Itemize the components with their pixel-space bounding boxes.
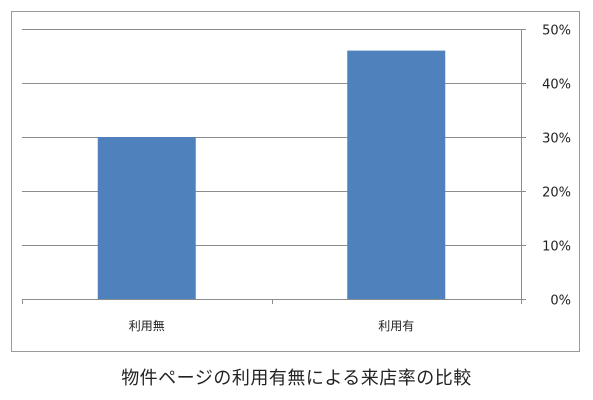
y-tick-label: 10% (542, 240, 571, 255)
y-tick-labels: 0% 10% 20% 30% 40% 50% (542, 24, 571, 309)
gridlines (22, 29, 521, 246)
y-tick-label: 50% (542, 24, 571, 39)
y-tick-label: 30% (542, 132, 571, 147)
chart-caption: 物件ページの利用有無による来店率の比較 (121, 368, 472, 389)
y-tick-label: 20% (542, 186, 571, 201)
category-labels: 利用無 利用有 (129, 318, 415, 333)
y-tick-label: 0% (550, 294, 571, 309)
category-label: 利用無 (129, 318, 165, 333)
category-label: 利用有 (378, 319, 414, 333)
y-tick-label: 40% (542, 78, 571, 93)
axes (22, 29, 526, 304)
bar-1 (97, 137, 196, 299)
bars (97, 50, 446, 299)
bar-2 (347, 50, 446, 299)
